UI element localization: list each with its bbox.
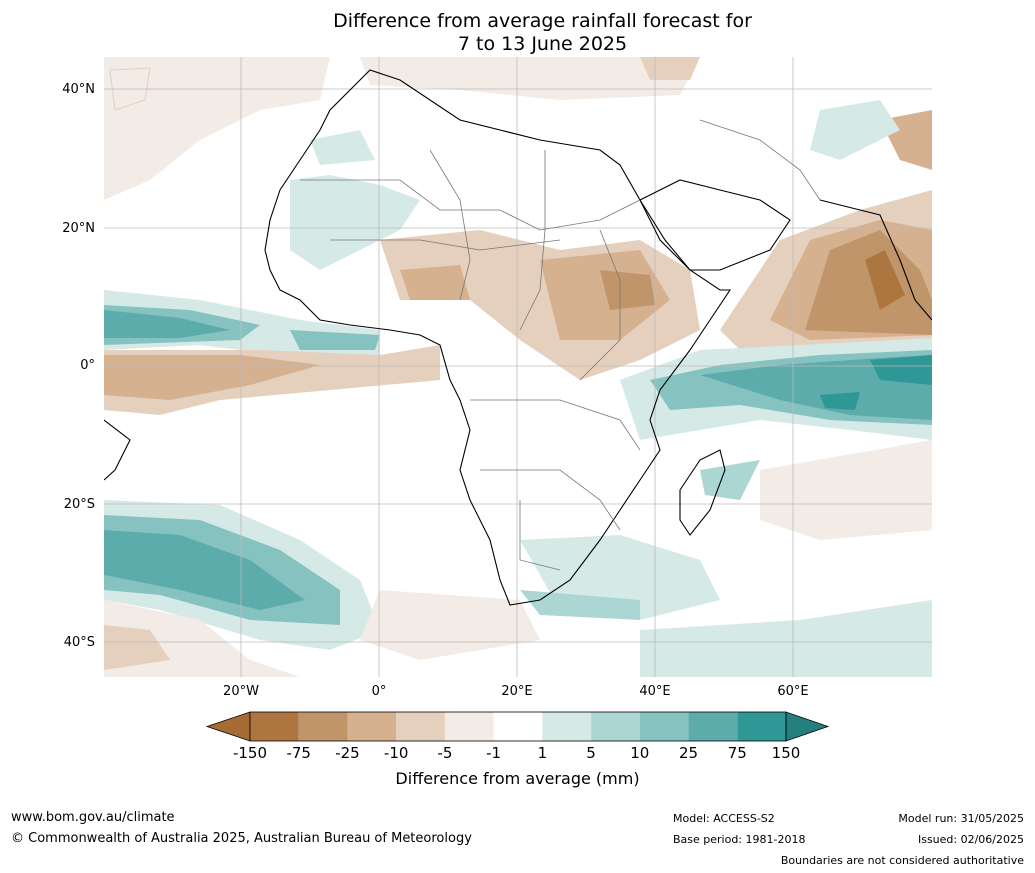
footer-copyright: © Commonwealth of Australia 2025, Austra…	[11, 831, 472, 846]
lat-label-0: 0°	[80, 358, 95, 373]
graticule	[104, 57, 932, 677]
colorbar-segment	[493, 712, 543, 741]
colorbar-segment	[298, 712, 348, 741]
map-title-line1: Difference from average rainfall forecas…	[333, 10, 752, 32]
colorbar-segment	[542, 712, 592, 741]
footer-disclaimer: Boundaries are not considered authoritat…	[780, 854, 1024, 867]
colorbar-tick-label: -5	[437, 744, 453, 762]
colorbar-tick-label: -1	[486, 744, 502, 762]
colorbar-tick-label: -25	[335, 744, 360, 762]
lat-label-20n: 20°N	[62, 221, 95, 236]
footer-model: Model: ACCESS-S2	[673, 812, 775, 825]
colorbar-extend-high	[785, 711, 830, 742]
colorbar-tick-label: -150	[232, 744, 268, 762]
country-boundaries	[300, 119, 821, 571]
colorbar-segment	[396, 712, 445, 741]
colorbar-segment	[639, 712, 689, 741]
colorbar-segment	[250, 712, 299, 741]
map-title-line2: 7 to 13 June 2025	[457, 33, 628, 55]
lon-label-0: 0°	[371, 684, 387, 699]
lon-label-60e: 60°E	[777, 684, 809, 699]
colorbar-tick-label: -10	[383, 744, 409, 762]
colorbar-tick-label: 75	[727, 744, 747, 762]
colorbar-tick-label: 5	[586, 744, 596, 762]
lon-label-20e: 20°E	[501, 684, 533, 699]
colorbar-tick-label: 10	[630, 744, 650, 762]
colorbar-segment	[591, 712, 640, 741]
colorbar-segment	[347, 712, 397, 741]
footer-issued: Issued: 02/06/2025	[917, 833, 1024, 846]
colorbar-extend-low	[205, 711, 251, 742]
colorbar-tick-label: 1	[537, 744, 548, 762]
lon-label-20w: 20°W	[223, 684, 259, 699]
colorbar-segment	[688, 712, 738, 741]
colorbar-segment	[444, 712, 494, 741]
footer-base-period: Base period: 1981-2018	[673, 833, 806, 846]
footer-website[interactable]: www.bom.gov.au/climate	[11, 810, 175, 825]
lat-label-40s: 40°S	[63, 635, 95, 650]
lat-label-40n: 40°N	[62, 82, 95, 97]
rainfall-anomaly-shading	[104, 57, 932, 677]
colorbar-tick-label: 150	[771, 744, 801, 762]
lat-label-20s: 20°S	[63, 497, 95, 512]
footer-model-run: Model run: 31/05/2025	[898, 812, 1024, 825]
colorbar-tick-label: 25	[678, 744, 699, 762]
colorbar-segment	[737, 712, 786, 741]
coastlines	[104, 69, 932, 606]
lon-label-40e: 40°E	[639, 684, 671, 699]
colorbar-title: Difference from average (mm)	[395, 769, 640, 788]
colorbar-tick-label: -75	[286, 744, 311, 762]
